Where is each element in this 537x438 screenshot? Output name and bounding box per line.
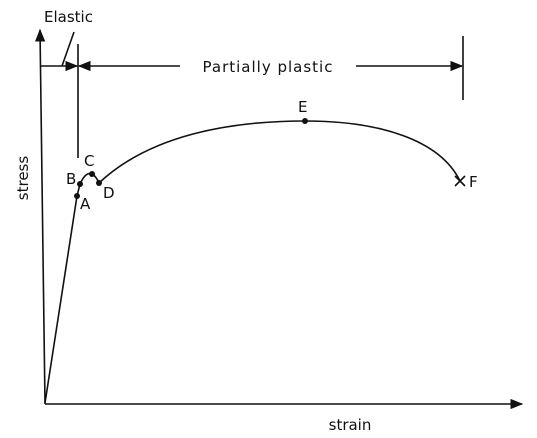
x-axis-label: strain <box>329 416 372 434</box>
label-b: B <box>66 170 76 188</box>
point-f <box>454 175 466 187</box>
elastic-label: Elastic <box>44 8 93 26</box>
point-a <box>74 193 80 199</box>
label-e: E <box>298 98 307 116</box>
elastic-leader <box>61 31 75 67</box>
point-c <box>89 171 95 177</box>
plastic-label: Partially plastic <box>203 58 334 76</box>
point-b <box>77 181 83 187</box>
label-c: C <box>84 152 94 170</box>
label-a: A <box>80 195 91 213</box>
y-axis <box>35 28 46 405</box>
label-d: D <box>103 184 115 202</box>
stress-strain-curve <box>44 120 461 404</box>
label-f: F <box>469 173 478 191</box>
y-axis-label: stress <box>14 156 32 201</box>
point-d <box>96 180 102 186</box>
point-e <box>302 118 308 124</box>
